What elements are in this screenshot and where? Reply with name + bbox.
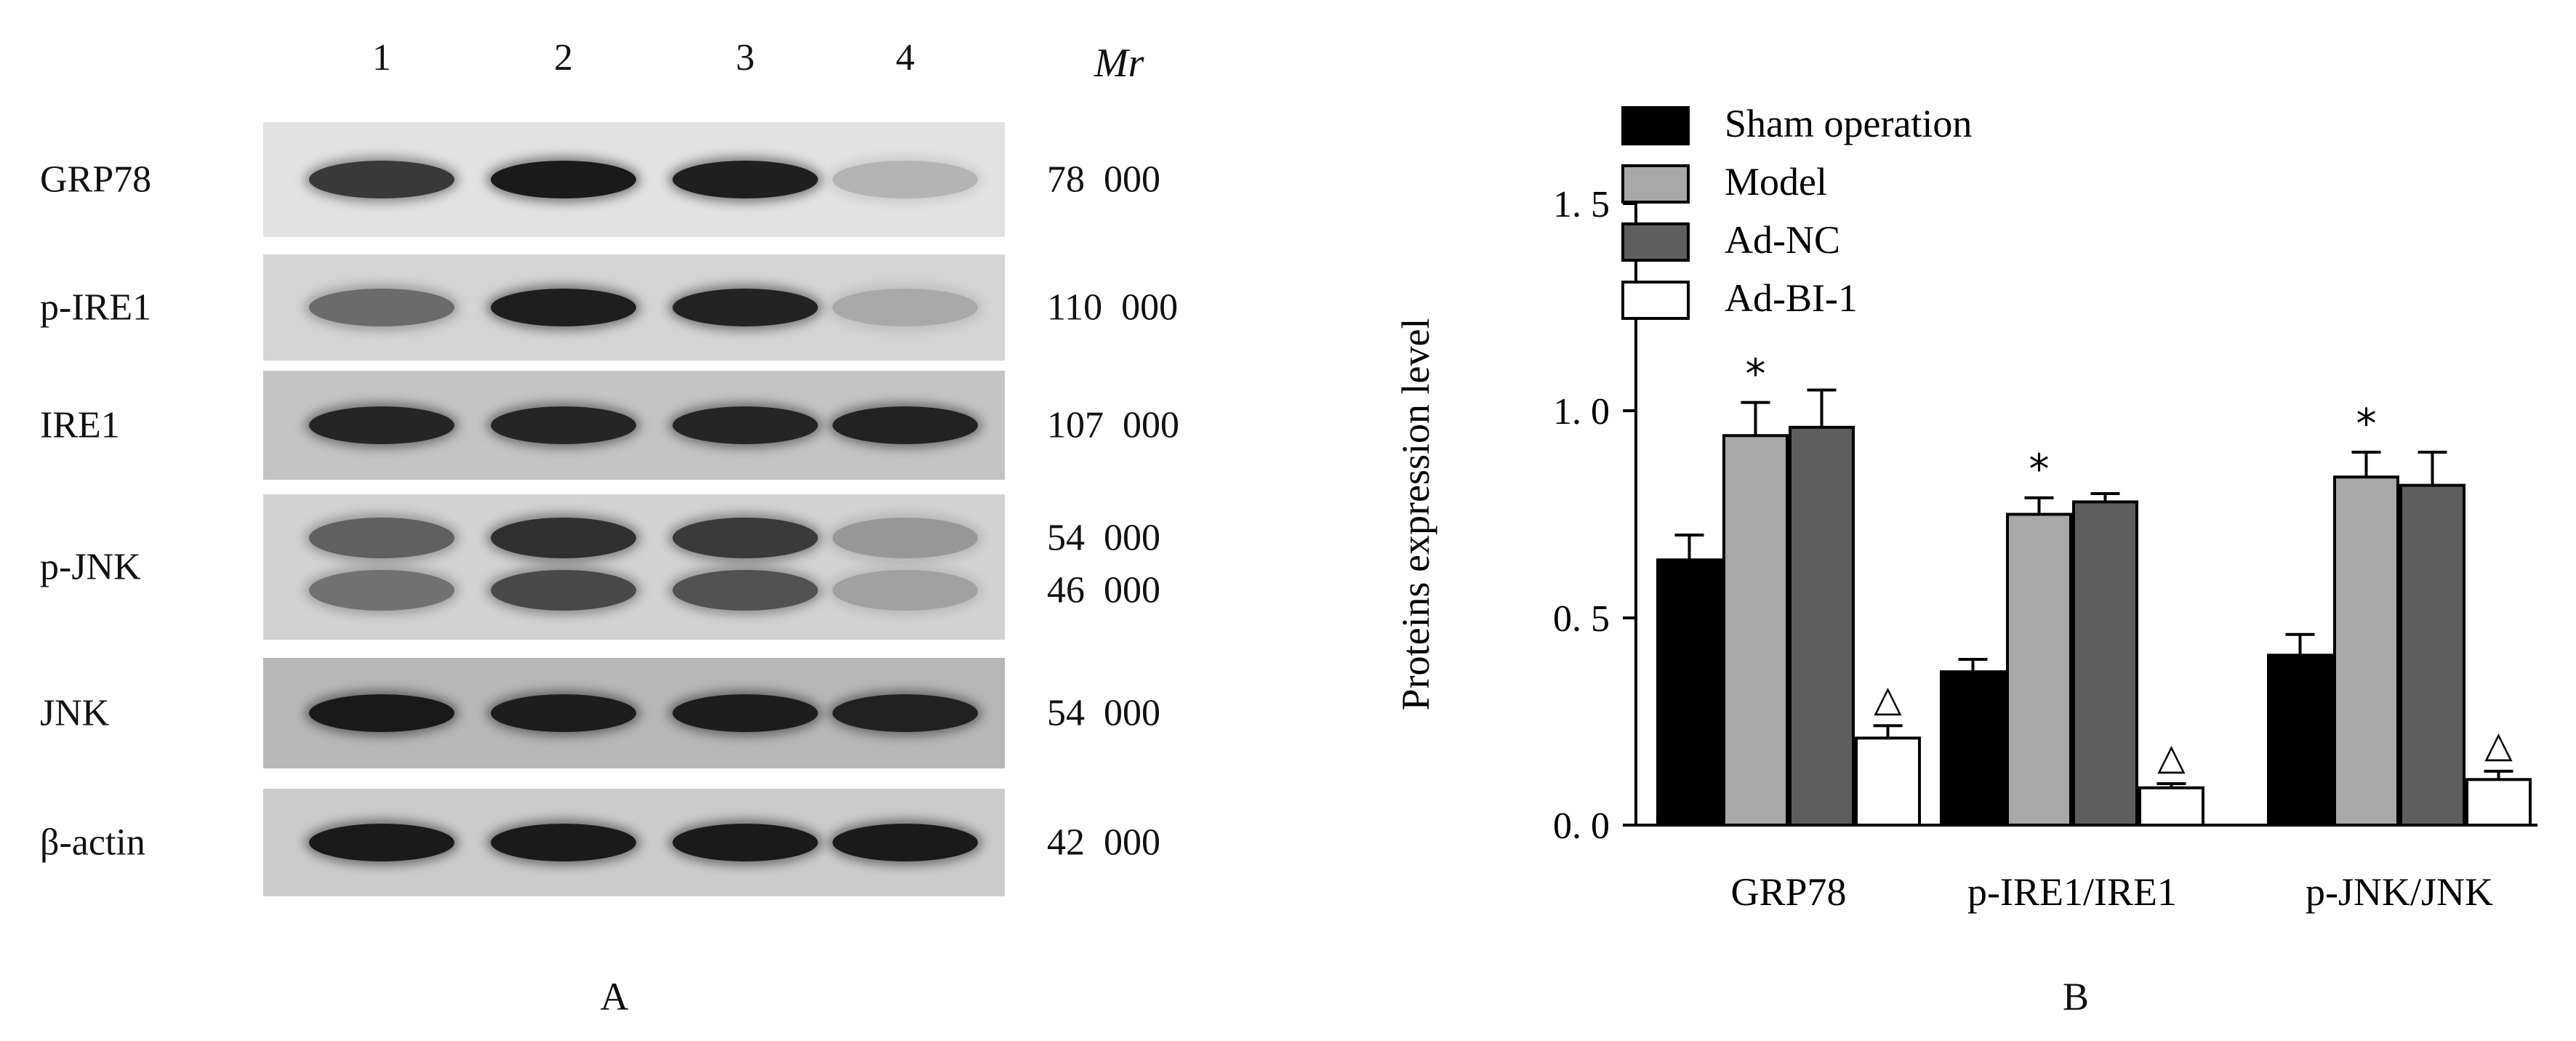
panel-letter-b: B [2062, 975, 2090, 1018]
blot-band [491, 406, 636, 444]
blot-band [309, 694, 454, 732]
molecular-weight-label: 46 000 [1047, 569, 1160, 611]
blot-label: GRP78 [40, 158, 152, 201]
blot-band [832, 518, 978, 558]
significance-mark: * [2029, 446, 2050, 494]
blot-band [673, 161, 818, 198]
blot-band [832, 289, 978, 326]
lane-number: 2 [554, 37, 573, 79]
bar [2267, 654, 2333, 827]
blot-label: p-IRE1 [40, 286, 152, 329]
y-axis-title: Proteins expression level [1394, 318, 1437, 711]
blot-band [673, 406, 818, 444]
blot-band [832, 570, 978, 611]
western-blot-panel: 1 2 3 4 Mr GRP78 78 000 p-IRE1 110 000 IRE1 107 … [0, 0, 1192, 1041]
blot-label: β-actin [40, 821, 145, 864]
y-tick-label: 1. 5 [1553, 184, 1610, 225]
blot-band [491, 161, 636, 198]
blot-band [673, 518, 818, 558]
significance-mark: △ [1874, 678, 1902, 720]
bar [2333, 475, 2399, 827]
x-category-label: p-JNK/JNK [2306, 870, 2493, 914]
legend-swatch [1621, 164, 1690, 204]
bar [1722, 434, 1789, 827]
legend-label: Ad-NC [1725, 218, 1840, 262]
molecular-weight-label: 78 000 [1047, 158, 1160, 201]
blot-strip [263, 371, 1005, 480]
blot-strip [263, 122, 1005, 237]
blot-band [832, 406, 978, 444]
legend-label: Ad-BI-1 [1725, 276, 1858, 320]
blot-band [673, 289, 818, 326]
blot-band [309, 518, 454, 558]
blot-band [673, 694, 818, 732]
lane-number: 1 [372, 37, 391, 79]
bar [1789, 425, 1855, 827]
legend-label: Model [1725, 160, 1827, 204]
lane-number: 4 [896, 37, 915, 79]
blot-band [491, 570, 636, 611]
y-tick-label: 0. 5 [1553, 598, 1610, 640]
blot-band [309, 289, 454, 326]
molecular-weight-label: 110 000 [1047, 286, 1179, 329]
blot-band [832, 694, 978, 732]
bar [2072, 500, 2138, 827]
blot-band [832, 824, 978, 861]
bar [2138, 786, 2204, 827]
significance-mark: △ [2157, 736, 2186, 778]
legend-label: Sham operation [1725, 102, 1972, 145]
molecular-weight-label: 54 000 [1047, 692, 1160, 734]
lane-number: 3 [736, 37, 755, 79]
significance-mark: * [2356, 401, 2377, 448]
bar [1855, 736, 1921, 827]
significance-mark: * [1746, 351, 1766, 398]
bar [2006, 513, 2072, 827]
bar [1656, 558, 1722, 827]
blot-strip [263, 494, 1005, 640]
x-category-label: p-IRE1/IRE1 [1967, 870, 2177, 914]
significance-mark: △ [2484, 723, 2513, 765]
molecular-weight-label: 107 000 [1047, 404, 1179, 446]
blot-band [491, 289, 636, 326]
y-tick-label: 1. 0 [1553, 391, 1610, 433]
blot-strip [263, 254, 1005, 361]
blot-band [491, 824, 636, 861]
blot-label: IRE1 [40, 404, 120, 446]
x-category-label: GRP78 [1730, 870, 1846, 914]
blot-strip [263, 789, 1005, 896]
blot-band [491, 694, 636, 732]
mr-header: Mr [1094, 41, 1144, 86]
blot-band [673, 824, 818, 861]
blot-label: p-JNK [40, 546, 141, 588]
panel-letter-a: A [600, 975, 629, 1018]
blot-label: JNK [40, 692, 110, 734]
blot-band [673, 570, 818, 611]
legend-swatch [1621, 222, 1690, 262]
blot-band [309, 406, 454, 444]
blot-band [491, 518, 636, 558]
y-tick-label: 0. 0 [1553, 805, 1610, 847]
bar [2465, 778, 2532, 827]
blot-band [309, 824, 454, 861]
blot-band [309, 570, 454, 611]
legend-swatch [1621, 106, 1690, 145]
bar [2399, 483, 2465, 827]
blot-strip [263, 658, 1005, 768]
bar [1940, 670, 2006, 827]
blot-band [832, 161, 978, 198]
molecular-weight-label: 54 000 [1047, 517, 1160, 559]
molecular-weight-label: 42 000 [1047, 821, 1160, 864]
blot-band [309, 161, 454, 198]
legend-swatch [1621, 281, 1690, 320]
